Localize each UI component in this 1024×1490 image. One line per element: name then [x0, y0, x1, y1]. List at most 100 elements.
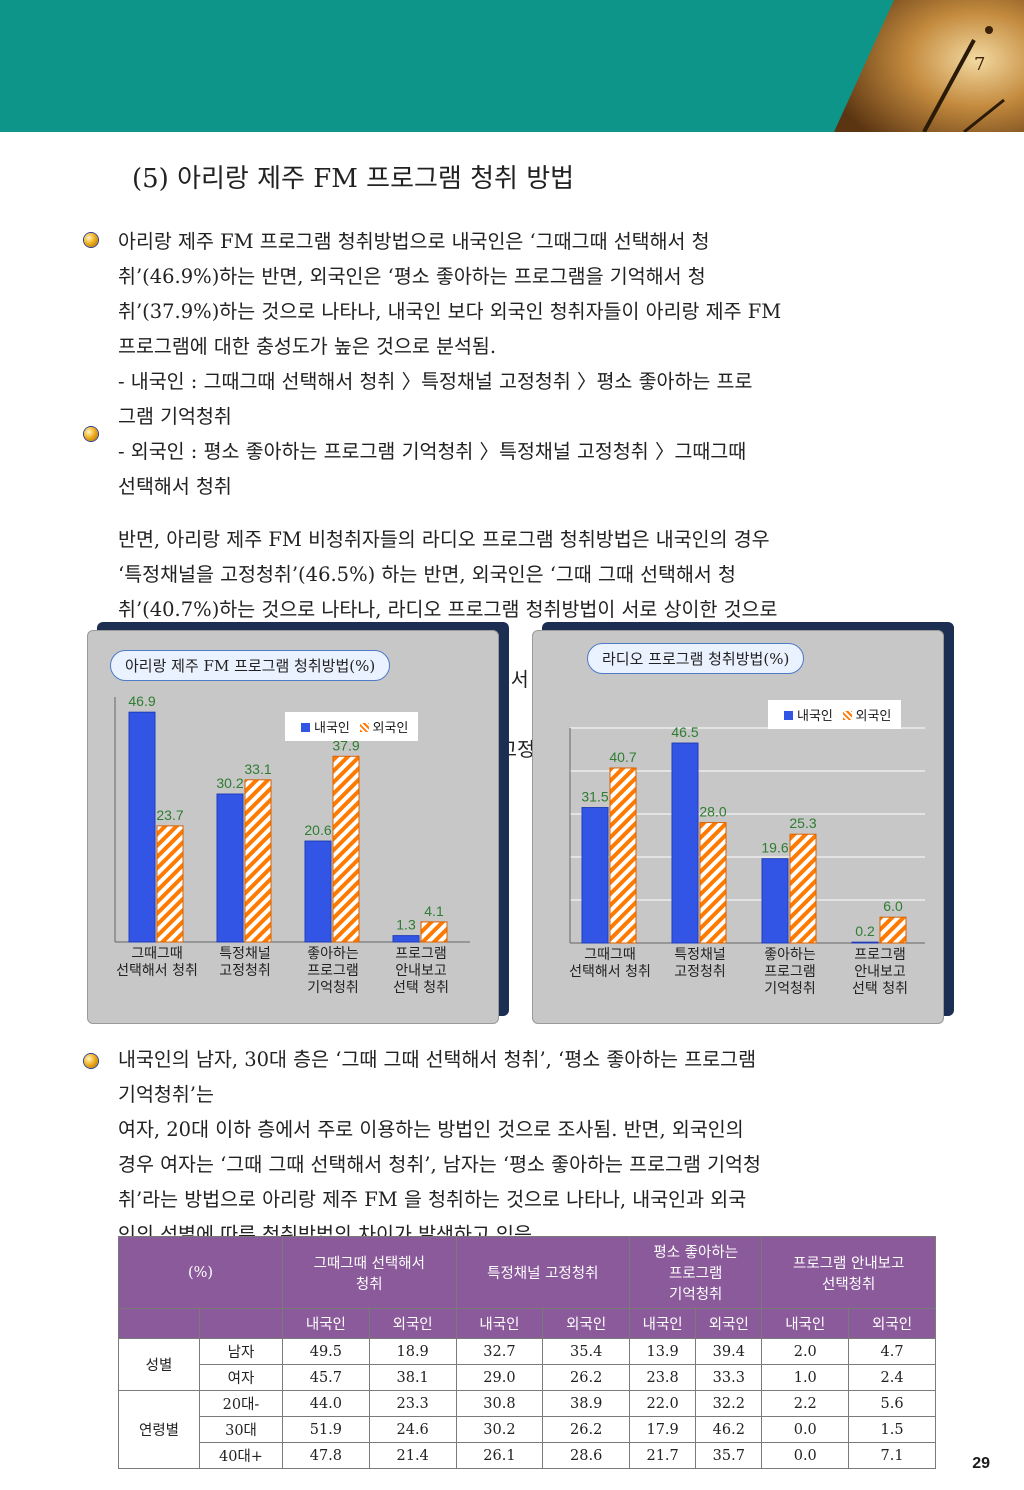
table-cell: 18.9 [368, 1338, 457, 1365]
column-header: 외국인 [368, 1308, 457, 1339]
x-tick-label-line: 선택해서 청취 [569, 964, 651, 980]
bar-domestic [671, 742, 699, 944]
legend-swatch-foreign [359, 723, 369, 732]
table-cell: 0.0 [761, 1442, 850, 1469]
table-cell: 46.2 [695, 1416, 763, 1443]
table-cell: 44.0 [282, 1390, 370, 1417]
table-cell: 26.2 [542, 1364, 631, 1391]
paragraph-line: 내국인의 남자, 30대 층은 ‘그때 그때 선택해서 청취’, ‘평소 좋아하… [118, 1048, 757, 1071]
legend-label-foreign: 외국인 [372, 720, 409, 735]
table-cell: 32.7 [455, 1338, 544, 1365]
column-header: 내국인 [761, 1308, 850, 1339]
column-group-header: 특정채널 고정청취 [455, 1236, 631, 1309]
table-row: 연령별 20대- 44.0 23.3 30.8 38.9 22.0 32.2 2.2 5.6 [118, 1390, 936, 1469]
column-header: 내국인 [455, 1308, 544, 1339]
x-tick-label-line: 선택 청취 [852, 981, 908, 997]
row-group-label: 연령별 [118, 1390, 200, 1469]
row-label: 40대+ [199, 1442, 283, 1469]
table-cell: 26.2 [542, 1416, 631, 1443]
table-row: 30대 51.9 24.6 30.2 26.2 17.9 46.2 0.0 1.5 [119, 1416, 936, 1443]
table-row: 40대+ 47.8 21.4 26.1 28.6 21.7 35.7 0.0 7.1 [119, 1442, 936, 1469]
table-cell: 4.7 [848, 1338, 936, 1365]
data-label: 6.0 [883, 898, 903, 914]
table-cell: 2.2 [761, 1390, 850, 1417]
legend-label-domestic: 내국인 [314, 720, 350, 735]
bar-foreign [609, 767, 637, 944]
paragraph-line: ‘특정채널을 고정청취’(46.5%) 하는 반면, 외국인은 ‘그때 그때 선… [118, 563, 736, 586]
table-row: 여자 45.7 38.1 29.0 26.2 23.8 33.3 1.0 2.4 [119, 1364, 936, 1391]
bullet-icon [84, 1054, 98, 1068]
x-tick-label-line: 기억청취 [307, 980, 359, 996]
column-header: 내국인 [282, 1308, 370, 1339]
legend-label-domestic: 내국인 [797, 708, 833, 723]
table-cell: 38.1 [368, 1364, 457, 1391]
paragraph-line: 취’(40.7%)하는 것으로 나타나, 라디오 프로그램 청취방법이 서로 상… [118, 598, 778, 621]
bar-foreign [156, 825, 184, 943]
x-tick-label: 특정채널 고정청취 [199, 946, 291, 980]
page-number: 29 [972, 1455, 990, 1472]
chart-legend-radio: 내국인 외국인 [768, 700, 902, 729]
table-cell: 39.4 [695, 1338, 763, 1365]
table-blank-header [118, 1308, 200, 1339]
chart-legend-fm: 내국인 외국인 [285, 712, 419, 741]
data-label: 37.9 [332, 737, 359, 753]
x-tick-label: 그때그때 선택해서 청취 [564, 947, 656, 981]
paragraph-line: 아리랑 제주 FM 프로그램 청취방법으로 내국인은 ‘그때그때 선택해서 청 [118, 230, 710, 253]
x-tick-label-line: 그때그때 [584, 947, 636, 963]
legend-swatch-domestic [301, 723, 310, 732]
data-label: 40.7 [609, 749, 636, 765]
bar-foreign [332, 755, 360, 943]
paragraph-line: 취’(37.9%)하는 것으로 나타나, 내국인 보다 외국인 청취자들이 아리… [118, 300, 782, 323]
bar-domestic [392, 935, 420, 943]
data-label: 0.2 [855, 923, 875, 939]
data-label: 30.2 [216, 775, 243, 791]
x-tick-label-line: 고정청취 [219, 963, 271, 979]
paragraph-line: - 내국인 : 그때그때 선택해서 청취 〉특정채널 고정청취 〉평소 좋아하는… [118, 370, 753, 393]
table-cell: 1.0 [761, 1364, 850, 1391]
paragraph-line: 선택해서 청취 [118, 475, 232, 498]
x-tick-label: 프로그램 안내보고 선택 청취 [834, 947, 926, 998]
paragraph-line: 반면, 아리랑 제주 FM 비청취자들의 라디오 프로그램 청취방법은 내국인의… [118, 528, 770, 551]
legend-label-foreign: 외국인 [855, 708, 892, 723]
table-cell: 21.4 [368, 1442, 457, 1469]
paragraph-line: 취’(46.9%)하는 반면, 외국인은 ‘평소 좋아하는 프로그램을 기억해서… [118, 265, 706, 288]
x-tick-label-line: 좋아하는 [307, 946, 359, 962]
table-corner: (%) [118, 1236, 283, 1309]
table-cell: 32.2 [695, 1390, 763, 1417]
bar-foreign [420, 921, 448, 943]
listening-method-table: (%) 그때그때 선택해서 청취 특정채널 고정청취 평소 좋아하는 프로그램 … [118, 1236, 936, 1469]
section-title: (5) 아리랑 제주 FM 프로그램 청취 방법 [132, 164, 575, 194]
table-body: 성별 남자 49.5 18.9 32.7 35.4 13.9 39.4 2.0 4.7 여자 45.7… [118, 1338, 936, 1469]
legend-swatch-domestic [784, 711, 793, 720]
table-cell: 1.5 [848, 1416, 936, 1443]
table-cell: 23.8 [629, 1364, 697, 1391]
paragraph-line: 취’라는 방법으로 아리랑 제주 FM 을 청취하는 것으로 나타나, 내국인과… [118, 1188, 747, 1211]
data-label: 19.6 [761, 840, 788, 856]
svg-text:7: 7 [974, 54, 985, 75]
x-tick-label-line: 선택해서 청취 [116, 963, 198, 979]
column-header: 외국인 [695, 1308, 763, 1339]
column-header: 외국인 [848, 1308, 936, 1339]
row-label: 30대 [199, 1416, 283, 1443]
column-group-header: 프로그램 안내보고 선택청취 [761, 1236, 936, 1309]
x-tick-label-line: 안내보고 [854, 964, 906, 980]
table-cell: 21.7 [629, 1442, 697, 1469]
x-tick-label-line: 프로그램 [764, 964, 816, 980]
x-tick-label: 좋아하는 프로그램 기억청취 [287, 946, 379, 997]
x-tick-label-line: 안내보고 [395, 963, 447, 979]
legend-swatch-foreign [842, 711, 852, 720]
clock-image: 7 [834, 0, 1024, 132]
x-tick-label-line: 프로그램 [307, 963, 359, 979]
bar-domestic [761, 858, 789, 944]
paragraph-line: 기억청취’는 [118, 1083, 214, 1106]
column-header: 내국인 [629, 1308, 697, 1339]
bar-foreign [879, 916, 907, 944]
data-label: 46.5 [671, 724, 698, 740]
paragraph-line: 프로그램에 대한 충성도가 높은 것으로 분석됨. [118, 335, 497, 358]
x-tick-label: 프로그램 안내보고 선택 청취 [375, 946, 467, 997]
table-cell: 38.9 [542, 1390, 631, 1417]
table-cell: 51.9 [282, 1416, 370, 1443]
table-cell: 33.3 [695, 1364, 763, 1391]
x-tick-label-line: 고정청취 [674, 964, 726, 980]
